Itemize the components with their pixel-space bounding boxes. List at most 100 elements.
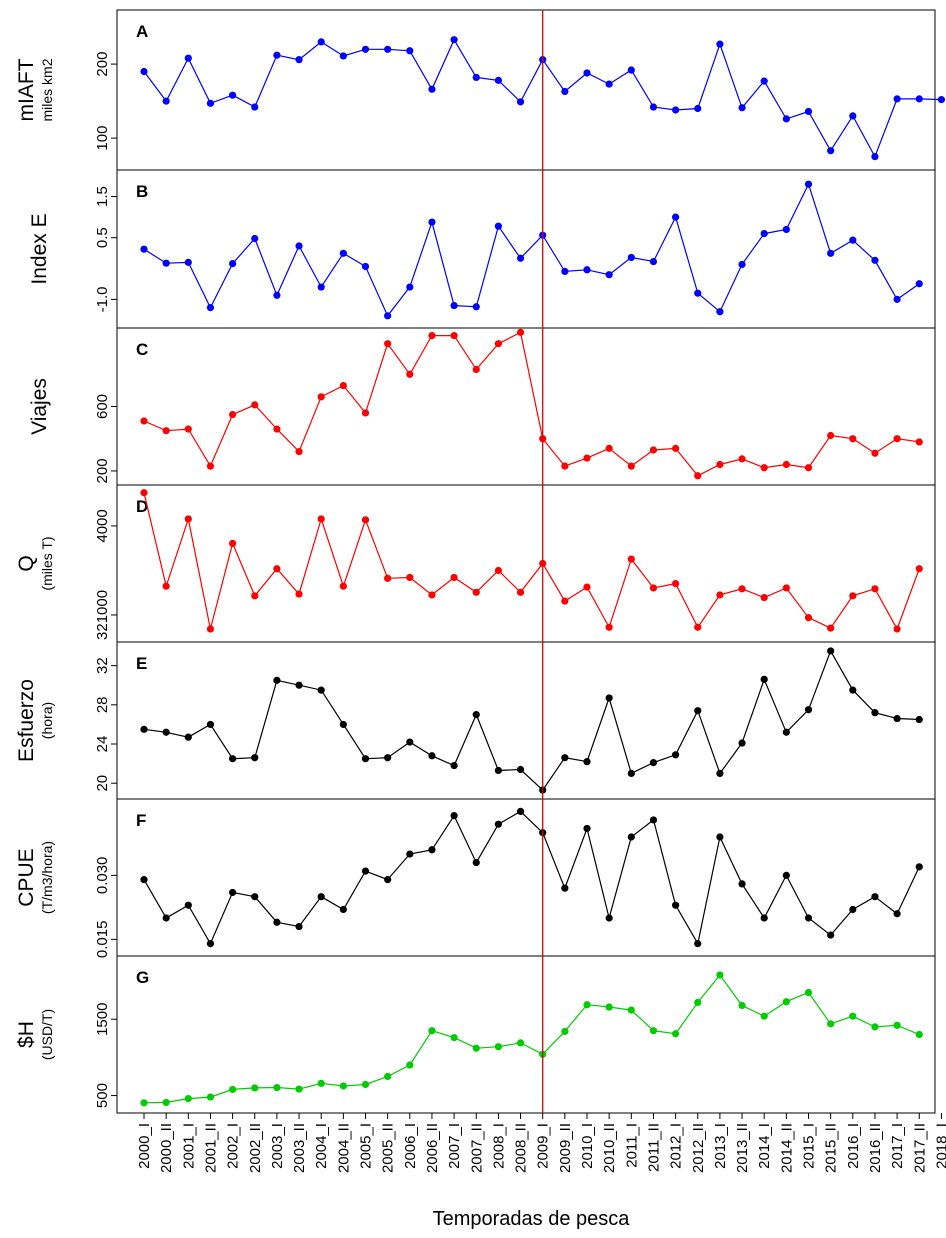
chart-panels: A 100 200 mIAFT miles km2 B -1.0 0.5 1.5 Index E C… <box>15 9 946 1114</box>
data-point <box>295 922 303 931</box>
data-point <box>184 515 192 523</box>
y-tick-label: 321000 <box>94 590 111 640</box>
x-tick-label: 2004_II <box>335 1123 352 1173</box>
x-tick-label: 2011_II <box>645 1123 662 1172</box>
data-point <box>649 816 658 824</box>
data-point <box>716 460 724 469</box>
y-tick-label: 100 <box>94 126 111 151</box>
data-point <box>627 66 635 74</box>
data-point <box>627 462 635 470</box>
data-point <box>162 259 170 267</box>
data-point <box>849 592 857 600</box>
data-point <box>339 1082 347 1090</box>
y-tick-label: 28 <box>94 696 111 713</box>
data-point <box>140 876 148 884</box>
data-point <box>229 755 237 763</box>
panel-c: C 200 600 Viajes <box>28 327 936 486</box>
data-point <box>361 1080 370 1089</box>
data-point <box>694 289 702 297</box>
data-point <box>827 249 835 257</box>
data-point <box>871 153 879 161</box>
x-tick-label: 2013_I <box>712 1123 729 1169</box>
data-point <box>494 340 502 348</box>
data-point <box>849 112 857 120</box>
data-point <box>561 597 569 605</box>
data-point <box>849 905 857 914</box>
data-point <box>140 245 148 253</box>
data-point <box>206 99 215 107</box>
data-point <box>184 425 192 433</box>
y-axis-label: CPUE <box>15 848 38 906</box>
data-point <box>494 1043 502 1051</box>
data-point <box>317 515 325 523</box>
data-point <box>738 104 746 112</box>
data-point <box>317 283 325 291</box>
data-point <box>472 73 480 82</box>
data-point <box>361 516 370 524</box>
data-point <box>893 910 901 918</box>
data-point <box>672 901 680 909</box>
data-point <box>273 51 281 59</box>
data-point <box>849 236 857 244</box>
data-point <box>184 901 192 909</box>
data-point <box>384 312 392 320</box>
data-point <box>716 40 724 48</box>
data-point <box>672 579 680 588</box>
data-point <box>184 54 192 62</box>
data-point <box>738 260 746 269</box>
y-tick-label: 600 <box>94 394 111 419</box>
x-tick-label: 2001_I <box>180 1123 197 1169</box>
data-point <box>738 880 746 888</box>
data-point <box>140 725 148 733</box>
y-tick-label: 200 <box>94 52 111 77</box>
data-point <box>561 884 569 892</box>
data-point <box>782 871 790 879</box>
data-point <box>605 694 613 702</box>
x-tick-label: 2003_I <box>269 1123 286 1169</box>
x-tick-label: 2008_I <box>490 1123 507 1169</box>
data-point <box>229 91 237 99</box>
x-tick-label: 2015_I <box>801 1123 818 1169</box>
data-point <box>406 47 414 55</box>
data-point <box>273 291 281 299</box>
data-point <box>273 1083 281 1092</box>
y-axis-label: mIAFT <box>15 58 38 121</box>
data-point <box>782 728 790 736</box>
data-point <box>251 401 259 409</box>
data-point <box>915 565 923 573</box>
data-point <box>384 754 392 762</box>
data-point <box>760 1012 768 1020</box>
data-point <box>605 1003 613 1011</box>
data-point <box>140 1099 148 1107</box>
data-point <box>516 254 525 262</box>
data-point <box>494 222 502 230</box>
data-point <box>516 98 525 106</box>
data-point <box>251 1084 259 1092</box>
y-axis-label: Viajes <box>28 378 51 435</box>
x-tick-label: 2008_II <box>513 1123 530 1173</box>
data-point <box>516 1039 525 1047</box>
y-axis-unit: (miles T) <box>39 536 55 590</box>
data-point <box>915 438 923 446</box>
data-point <box>472 588 480 596</box>
panel-frame <box>116 169 936 329</box>
data-point <box>915 863 923 871</box>
data-point <box>339 52 347 60</box>
data-point <box>406 1061 414 1069</box>
y-tick-label: 24 <box>94 736 111 753</box>
y-tick-label: 1.5 <box>94 186 111 207</box>
data-point <box>162 427 170 435</box>
data-point <box>406 850 414 858</box>
data-point <box>694 104 702 113</box>
data-point <box>162 1098 170 1107</box>
x-tick-label: 2005_I <box>358 1123 375 1169</box>
data-point <box>361 755 370 763</box>
data-point <box>162 914 170 922</box>
data-point <box>251 234 259 243</box>
data-point <box>206 720 215 729</box>
data-point <box>827 647 835 655</box>
data-point <box>627 555 635 563</box>
data-point <box>494 766 502 775</box>
data-point <box>450 812 458 820</box>
data-point <box>361 867 370 875</box>
